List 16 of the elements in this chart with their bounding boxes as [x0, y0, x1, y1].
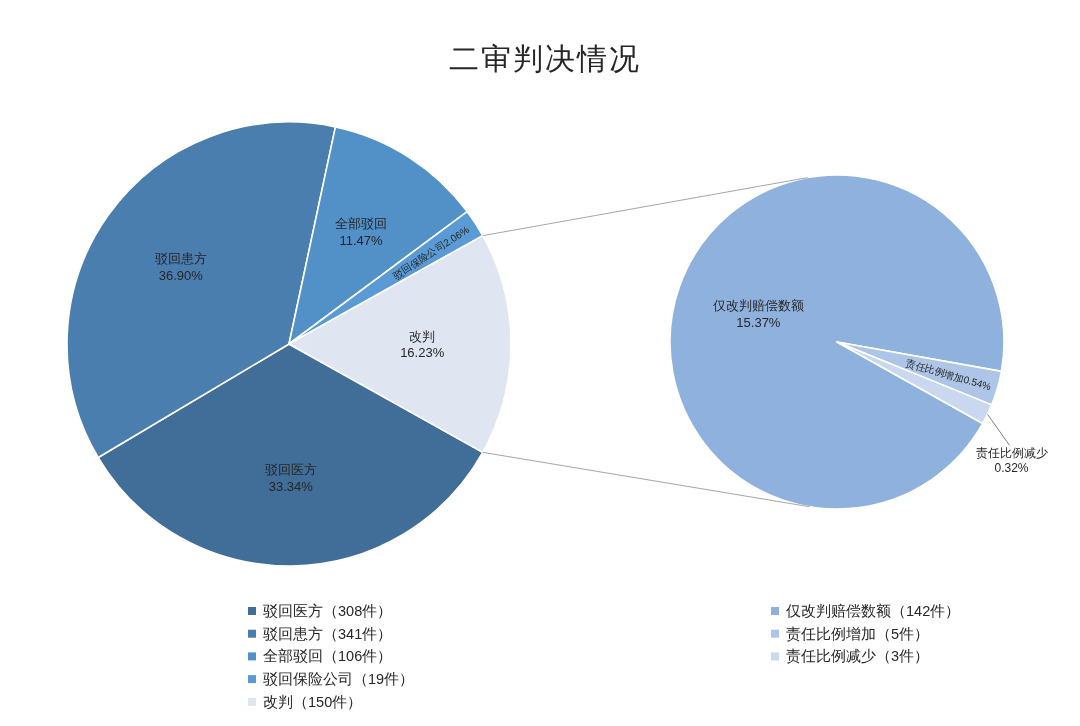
data-label: 改判 16.23% [400, 328, 445, 360]
chart-title: 二审判决情况 [449, 41, 641, 75]
data-label: 责任比例减少 0.32% [975, 445, 1048, 476]
legend-label: 驳回医方（308件） [263, 603, 393, 619]
legend-label: 驳回患方（341件） [263, 625, 393, 642]
legend-label: 责任比例减少（3件） [786, 648, 930, 665]
data-label: 仅改判赔偿数额 15.37% [712, 297, 804, 330]
data-label: 全部驳回 11.47% [335, 215, 388, 248]
legend-label: 仅改判赔偿数额（142件） [786, 603, 961, 619]
legend-label: 责任比例增加（5件） [786, 625, 930, 642]
legend-label: 驳回保险公司（19件） [263, 671, 415, 688]
legend-label: 改判（150件） [263, 693, 363, 710]
legend-label: 全部驳回（106件） [263, 648, 393, 665]
data-label: 驳回患方 36.90% [154, 250, 207, 283]
data-label: 驳回医方 33.34% [264, 461, 317, 494]
data-label: 责任比例增加0.54% [904, 356, 993, 392]
